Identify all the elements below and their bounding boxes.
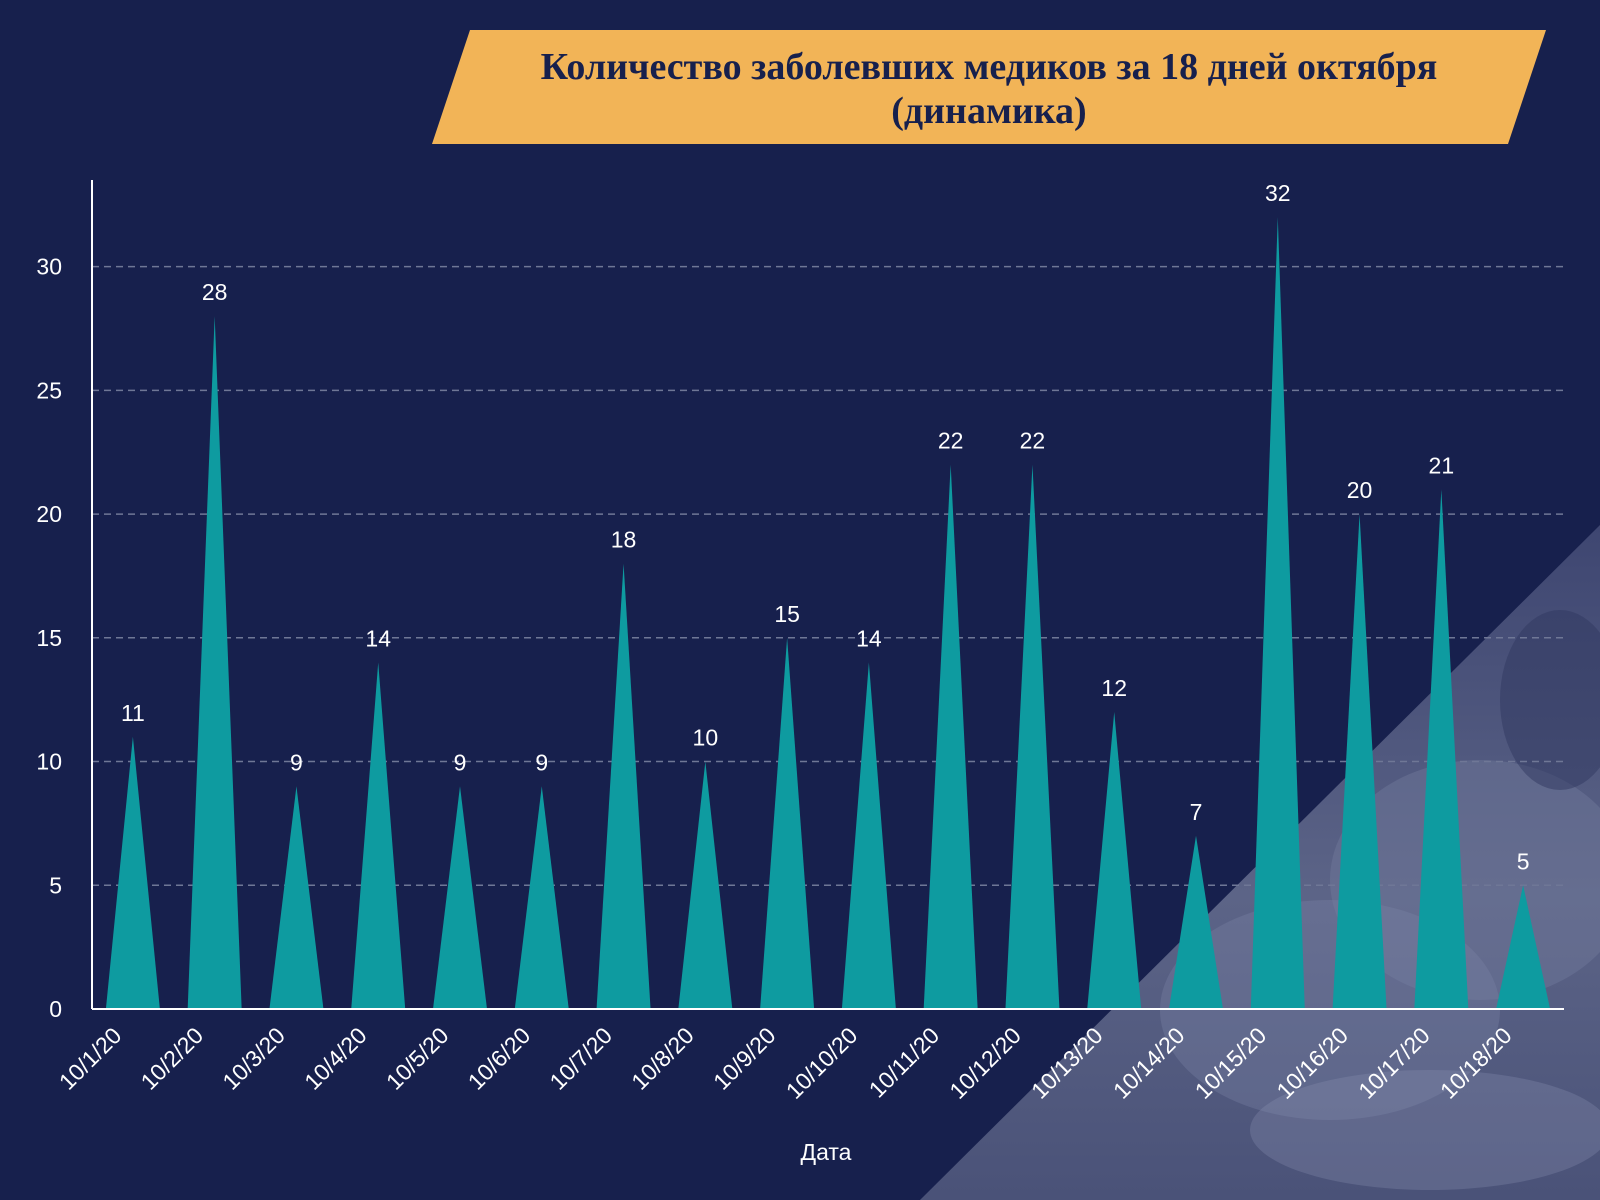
bar — [1250, 217, 1305, 1010]
data-label: 14 — [856, 626, 882, 652]
x-tick-label: 10/10/20 — [781, 1022, 863, 1104]
bar — [923, 464, 978, 1009]
y-tick-label: 30 — [36, 254, 62, 280]
bar — [187, 316, 242, 1009]
bar — [269, 786, 324, 1009]
bar — [1087, 712, 1142, 1009]
data-label: 18 — [611, 527, 637, 553]
x-axis-title: Дата — [801, 1139, 852, 1165]
data-label: 9 — [454, 749, 467, 775]
x-tick-label: 10/18/20 — [1435, 1022, 1517, 1104]
bar — [1169, 835, 1223, 1009]
x-tick-label: 10/13/20 — [1026, 1022, 1108, 1104]
x-tick-label: 10/16/20 — [1271, 1022, 1353, 1104]
y-tick-label: 15 — [36, 625, 62, 651]
data-label: 15 — [774, 601, 800, 627]
data-label: 20 — [1347, 477, 1373, 503]
data-label: 32 — [1265, 180, 1291, 206]
data-label: 21 — [1429, 452, 1455, 478]
data-label: 10 — [693, 725, 719, 751]
x-tick-label: 10/14/20 — [1108, 1022, 1190, 1104]
x-tick-label: 10/12/20 — [944, 1022, 1026, 1104]
x-tick-label: 10/1/20 — [54, 1022, 127, 1095]
axes — [91, 180, 1564, 1010]
data-label: 7 — [1190, 799, 1203, 825]
bar — [514, 786, 569, 1009]
chart-title: Количество заболевших медиков за 18 дней… — [540, 46, 1438, 132]
bar — [105, 736, 160, 1009]
bar — [678, 761, 733, 1009]
bar — [596, 563, 651, 1009]
data-label: 9 — [535, 749, 548, 775]
x-tick-label: 10/5/20 — [381, 1022, 454, 1095]
data-label: 5 — [1517, 848, 1530, 874]
data-label: 11 — [121, 700, 145, 726]
bar — [760, 637, 815, 1009]
data-label: 12 — [1101, 675, 1127, 701]
data-label: 9 — [290, 749, 303, 775]
bar — [841, 662, 896, 1009]
x-tick-label: 10/6/20 — [463, 1022, 536, 1095]
x-tick-label: 10/4/20 — [299, 1022, 372, 1095]
bar — [433, 786, 487, 1009]
x-tick-label: 10/8/20 — [626, 1022, 699, 1095]
y-tick-label: 5 — [49, 872, 62, 898]
bar — [1005, 464, 1060, 1009]
y-tick-label: 20 — [36, 501, 62, 527]
gridlines — [92, 265, 1564, 887]
x-tick-label: 10/9/20 — [708, 1022, 781, 1095]
bars — [105, 217, 1551, 1010]
x-tick-label: 10/15/20 — [1190, 1022, 1272, 1104]
data-label: 22 — [1020, 428, 1046, 454]
title-banner: Количество заболевших медиков за 18 дней… — [432, 30, 1546, 144]
bar — [1414, 489, 1469, 1009]
data-label: 28 — [202, 279, 228, 305]
x-tick-label: 10/11/20 — [864, 1022, 944, 1102]
bar — [1332, 514, 1387, 1009]
x-tick-label: 10/2/20 — [136, 1022, 209, 1095]
data-label: 14 — [365, 626, 391, 652]
x-tick-label: 10/7/20 — [544, 1022, 617, 1095]
title-banner-background — [432, 30, 1546, 144]
bar — [351, 662, 406, 1009]
x-tick-label: 10/17/20 — [1353, 1022, 1435, 1104]
y-tick-label: 10 — [36, 749, 62, 775]
bar — [1496, 885, 1551, 1009]
x-tick-label: 10/3/20 — [217, 1022, 290, 1095]
y-tick-label: 25 — [36, 377, 62, 403]
y-tick-label: 0 — [49, 996, 62, 1022]
data-label: 22 — [938, 428, 964, 454]
